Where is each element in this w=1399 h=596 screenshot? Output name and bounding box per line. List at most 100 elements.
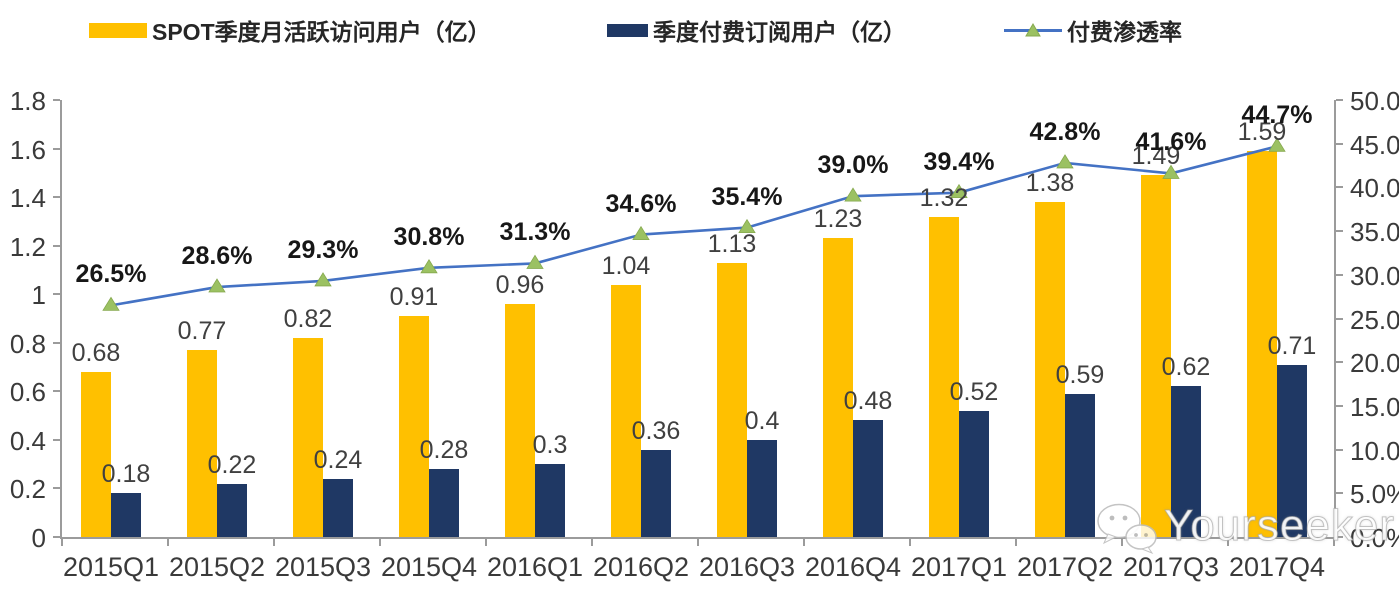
y-axis-right-tick [1336,186,1343,189]
legend-label-penetration: 付费渗透率 [1067,19,1182,45]
x-axis-tick [591,537,593,546]
y-axis-left-label: 0.6 [9,377,46,408]
x-axis-tick [379,537,381,546]
y-axis-right-label: 10.0% [1350,435,1399,466]
x-axis-label: 2017Q1 [910,552,1008,582]
x-axis-tick [1333,537,1335,546]
y-axis-right-label: 0.0% [1350,523,1399,553]
bar-subscribers [217,483,247,537]
y-axis-right-label: 5.0% [1350,479,1399,510]
penetration-label: 39.0% [817,151,889,180]
bar-subscribers [323,478,353,537]
bar-mau [823,238,853,537]
bar-value-label-mau: 1.04 [601,251,651,280]
triangle-marker-icon [1025,23,1041,37]
y-axis-right-tick [1336,361,1343,364]
bar-mau [81,371,111,537]
y-axis-left-label: 0.8 [9,328,46,359]
y-axis-left-tick [53,147,60,150]
line-marker-icon [844,187,862,202]
y-axis-left-label: 1 [31,280,46,311]
y-axis-right-tick [1336,492,1343,495]
y-axis-left-tick [53,244,60,247]
bar-subscribers [429,469,459,537]
y-axis-right-tick [1336,317,1343,320]
x-axis-label: 2015Q2 [168,552,266,582]
legend-label-mau: SPOT季度月活跃访问用户（亿） [152,19,491,45]
penetration-label: 26.5% [75,260,147,289]
line-marker-icon [314,272,332,287]
bar-mau [187,350,217,537]
y-axis-right-tick [1336,230,1343,233]
penetration-line-swatch-icon [1004,17,1062,43]
line-marker-icon [208,278,226,293]
x-axis-tick [1227,537,1229,546]
bar-value-label-mau: 0.68 [71,338,121,367]
y-axis-left-label: 1.8 [9,86,46,116]
y-axis-left-label: 0.2 [9,474,46,505]
y-axis-left-tick [53,438,60,441]
bar-mau [505,303,535,537]
bar-mau [717,262,747,537]
y-axis-left-label: 0.4 [9,425,46,456]
bar-subscribers [747,439,777,537]
penetration-label: 42.8% [1029,117,1101,146]
bar-value-label-mau: 1.49 [1131,142,1181,171]
bar-value-label-mau: 1.59 [1237,117,1287,146]
x-axis-label: 2015Q4 [380,552,478,582]
x-axis-tick [909,537,911,546]
x-axis-label: 2017Q2 [1016,552,1114,582]
penetration-label: 44.7% [1241,101,1313,130]
x-axis-label: 2017Q4 [1228,552,1326,582]
y-axis-right-tick [1336,273,1343,276]
bar-mau [1141,175,1171,537]
y-axis-left-label: 1.4 [9,183,46,214]
bar-value-label-mau: 0.91 [389,283,439,312]
y-axis-right-label: 15.0% [1350,391,1399,422]
bar-value-label-mau: 1.13 [707,229,757,258]
y-axis-left-tick [53,293,60,296]
x-axis-tick [485,537,487,546]
y-axis-left-tick [53,99,60,101]
mau-bar-swatch-icon [89,22,147,38]
x-axis-label: 2017Q3 [1122,552,1220,582]
y-axis-left-label: 1.2 [9,231,46,262]
legend-item-subscribers: 季度付费订阅用户（亿） [607,16,906,45]
x-axis-label: 2015Q1 [62,552,160,582]
penetration-label: 30.8% [393,222,465,251]
bar-subscribers [641,449,671,537]
y-axis-left-tick [53,390,60,393]
penetration-label: 29.3% [287,235,359,264]
x-axis-label: 2016Q2 [592,552,690,582]
y-axis-right-label: 25.0% [1350,304,1399,335]
bar-subscribers [535,464,565,537]
legend-item-mau: SPOT季度月活跃访问用户（亿） [89,16,491,45]
bar-subscribers [853,420,883,537]
bar-value-label-mau: 0.96 [495,270,545,299]
y-axis-right-tick [1336,536,1343,538]
bar-mau [293,337,323,537]
line-marker-icon [102,296,120,311]
y-axis-left-tick [53,536,60,538]
legend-label-subscribers: 季度付费订阅用户（亿） [653,19,906,45]
y-axis-right-label: 35.0% [1350,217,1399,248]
bar-mau [1247,150,1277,537]
x-axis-tick [803,537,805,546]
wechat-icon [1097,503,1157,554]
bar-subscribers [111,493,141,537]
line-marker-icon [420,259,438,274]
x-axis-label: 2016Q1 [486,552,584,582]
bar-mau [611,284,641,537]
y-axis-right-label: 50.0% [1350,86,1399,116]
bar-subscribers [1171,386,1201,537]
line-marker-icon [632,225,650,240]
line-marker-icon [526,254,544,269]
y-axis-right-tick [1336,404,1343,407]
bar-mau [929,216,959,537]
bar-subscribers [959,410,989,537]
y-axis-left-tick [53,196,60,199]
penetration-label: 39.4% [923,147,995,176]
y-axis-left-tick [53,487,60,490]
penetration-label: 34.6% [605,189,677,218]
